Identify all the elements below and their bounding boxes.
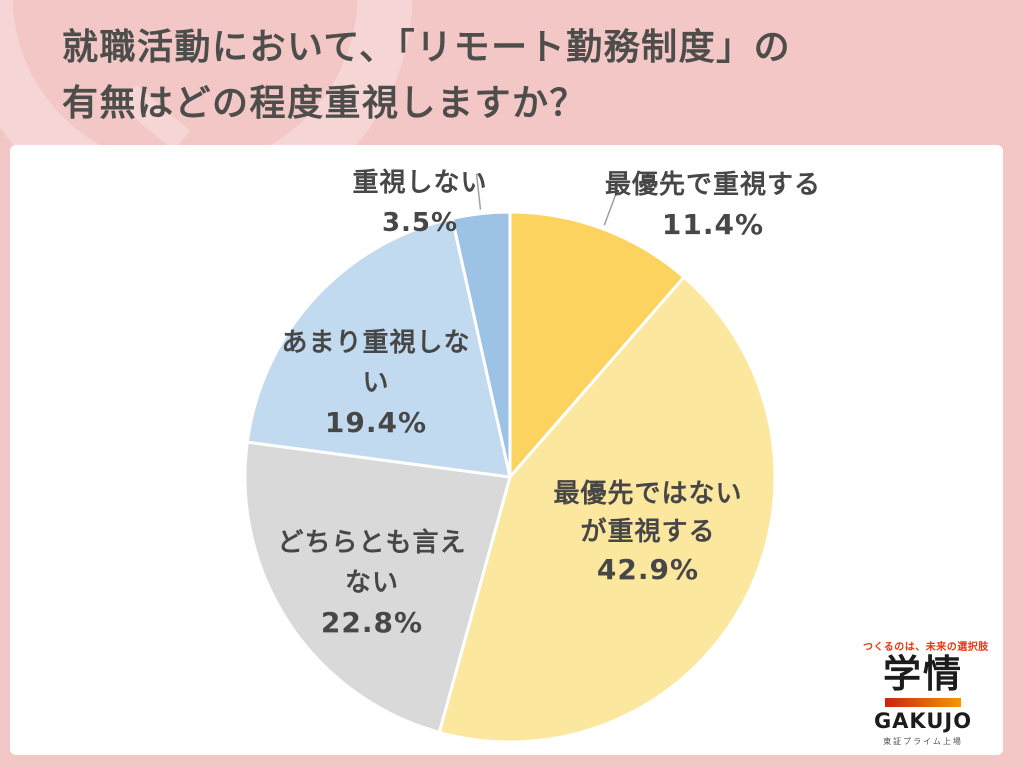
pie-label-none: 重視しない 3.5%	[310, 163, 530, 243]
gakujo-logo: つくるのは、未来の選択肢 学情 GAKUJO 東証プライム上場	[863, 638, 989, 747]
leader-line-4	[475, 173, 482, 210]
pie-label-not-much: あまり重視しない 19.4%	[276, 323, 476, 443]
pie-label-neither: どちらとも言えない 22.8%	[272, 523, 472, 643]
gakujo-name-jp: 学情	[882, 652, 963, 697]
pie-label-not-top-priority-text1: 最優先ではない	[553, 479, 743, 509]
pie-label-top-priority: 最優先で重視する 11.4%	[603, 165, 823, 245]
leader-line-0	[603, 191, 618, 226]
pie-slice-2	[243, 440, 512, 734]
pie-slice-4	[450, 210, 512, 479]
pie-label-top-priority-text: 最優先で重視する	[604, 170, 821, 200]
pie-label-none-text: 重視しない 3.5%	[352, 168, 488, 238]
gakujo-gradient-bar	[885, 697, 961, 707]
pie-label-not-top-priority-text2: が重視する	[580, 517, 716, 547]
pie-slice-0	[508, 210, 686, 479]
gakujo-tagline: つくるのは、未来の選択肢	[863, 642, 989, 654]
pie-label-not-top-priority: 最優先ではない が重視する 42.9%	[548, 475, 748, 589]
pie-label-not-top-priority-value: 42.9%	[596, 553, 700, 586]
gakujo-name-en: GAKUJO	[873, 708, 973, 733]
pie-label-not-much-text: あまり重視しない	[281, 328, 471, 398]
chart-panel: 重視しない 3.5% 最優先で重視する 11.4% あまり重視しない 19.4%…	[10, 145, 1003, 755]
q-watermark	[0, 0, 413, 145]
pie-label-not-much-value: 19.4%	[324, 406, 428, 439]
gakujo-listing-text: 東証プライム上場	[883, 737, 963, 746]
page-title-line1: 就職活動において、「リモート勤務制度」の	[62, 27, 792, 68]
pie-slice-3	[245, 216, 512, 479]
pie-label-neither-value: 22.8%	[320, 606, 424, 639]
pie-chart	[243, 173, 777, 744]
page-title: 就職活動において、「リモート勤務制度」の 有無はどの程度重視しますか？	[62, 20, 791, 132]
page-title-line2: 有無はどの程度重視しますか？	[62, 82, 588, 124]
pie-slice-1	[437, 275, 777, 744]
pie-label-top-priority-value: 11.4%	[661, 208, 765, 241]
pie-label-neither-text: どちらとも言えない	[277, 528, 467, 598]
